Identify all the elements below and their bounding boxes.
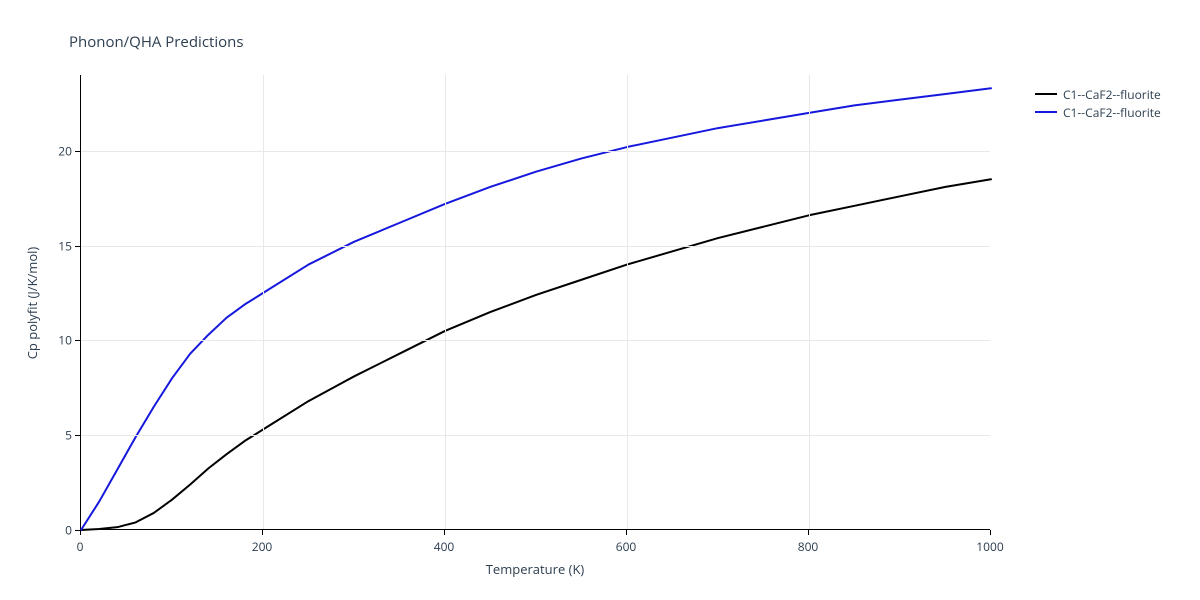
y-tick bbox=[75, 246, 80, 247]
x-axis-label: Temperature (K) bbox=[486, 560, 585, 578]
x-tick bbox=[808, 530, 809, 535]
y-tick bbox=[75, 435, 80, 436]
x-tick-label: 0 bbox=[77, 538, 84, 555]
legend-label: C1--CaF2--fluorite bbox=[1063, 104, 1161, 121]
chart-container: Phonon/QHA Predictions Temperature (K) C… bbox=[0, 0, 1200, 600]
y-tick-label: 5 bbox=[50, 427, 72, 444]
grid-v bbox=[627, 75, 628, 529]
chart-title: Phonon/QHA Predictions bbox=[69, 32, 244, 52]
y-tick bbox=[75, 530, 80, 531]
plot-area bbox=[80, 75, 990, 530]
y-tick-label: 20 bbox=[50, 142, 72, 159]
y-tick-label: 10 bbox=[50, 332, 72, 349]
legend-swatch bbox=[1035, 111, 1057, 113]
legend: C1--CaF2--fluoriteC1--CaF2--fluorite bbox=[1035, 85, 1161, 121]
grid-h bbox=[81, 340, 990, 341]
series-lines bbox=[81, 75, 991, 530]
x-tick bbox=[444, 530, 445, 535]
x-tick bbox=[990, 530, 991, 535]
x-tick-label: 1000 bbox=[976, 538, 1003, 555]
y-tick-label: 15 bbox=[50, 237, 72, 254]
grid-h bbox=[81, 435, 990, 436]
x-tick-label: 400 bbox=[434, 538, 455, 555]
series-line bbox=[81, 88, 991, 530]
legend-label: C1--CaF2--fluorite bbox=[1063, 86, 1161, 103]
grid-h bbox=[81, 151, 990, 152]
y-tick bbox=[75, 151, 80, 152]
y-tick bbox=[75, 340, 80, 341]
x-tick-label: 200 bbox=[252, 538, 273, 555]
legend-item[interactable]: C1--CaF2--fluorite bbox=[1035, 85, 1161, 103]
legend-item[interactable]: C1--CaF2--fluorite bbox=[1035, 103, 1161, 121]
x-tick-label: 800 bbox=[798, 538, 819, 555]
legend-swatch bbox=[1035, 93, 1057, 95]
grid-v bbox=[263, 75, 264, 529]
grid-v bbox=[445, 75, 446, 529]
grid-v bbox=[809, 75, 810, 529]
y-axis-label: Cp polyfit (J/K/mol) bbox=[23, 246, 41, 359]
x-tick bbox=[626, 530, 627, 535]
x-tick bbox=[80, 530, 81, 535]
x-tick bbox=[262, 530, 263, 535]
series-line bbox=[81, 179, 991, 530]
grid-h bbox=[81, 246, 990, 247]
y-tick-label: 0 bbox=[50, 522, 72, 539]
x-tick-label: 600 bbox=[616, 538, 637, 555]
